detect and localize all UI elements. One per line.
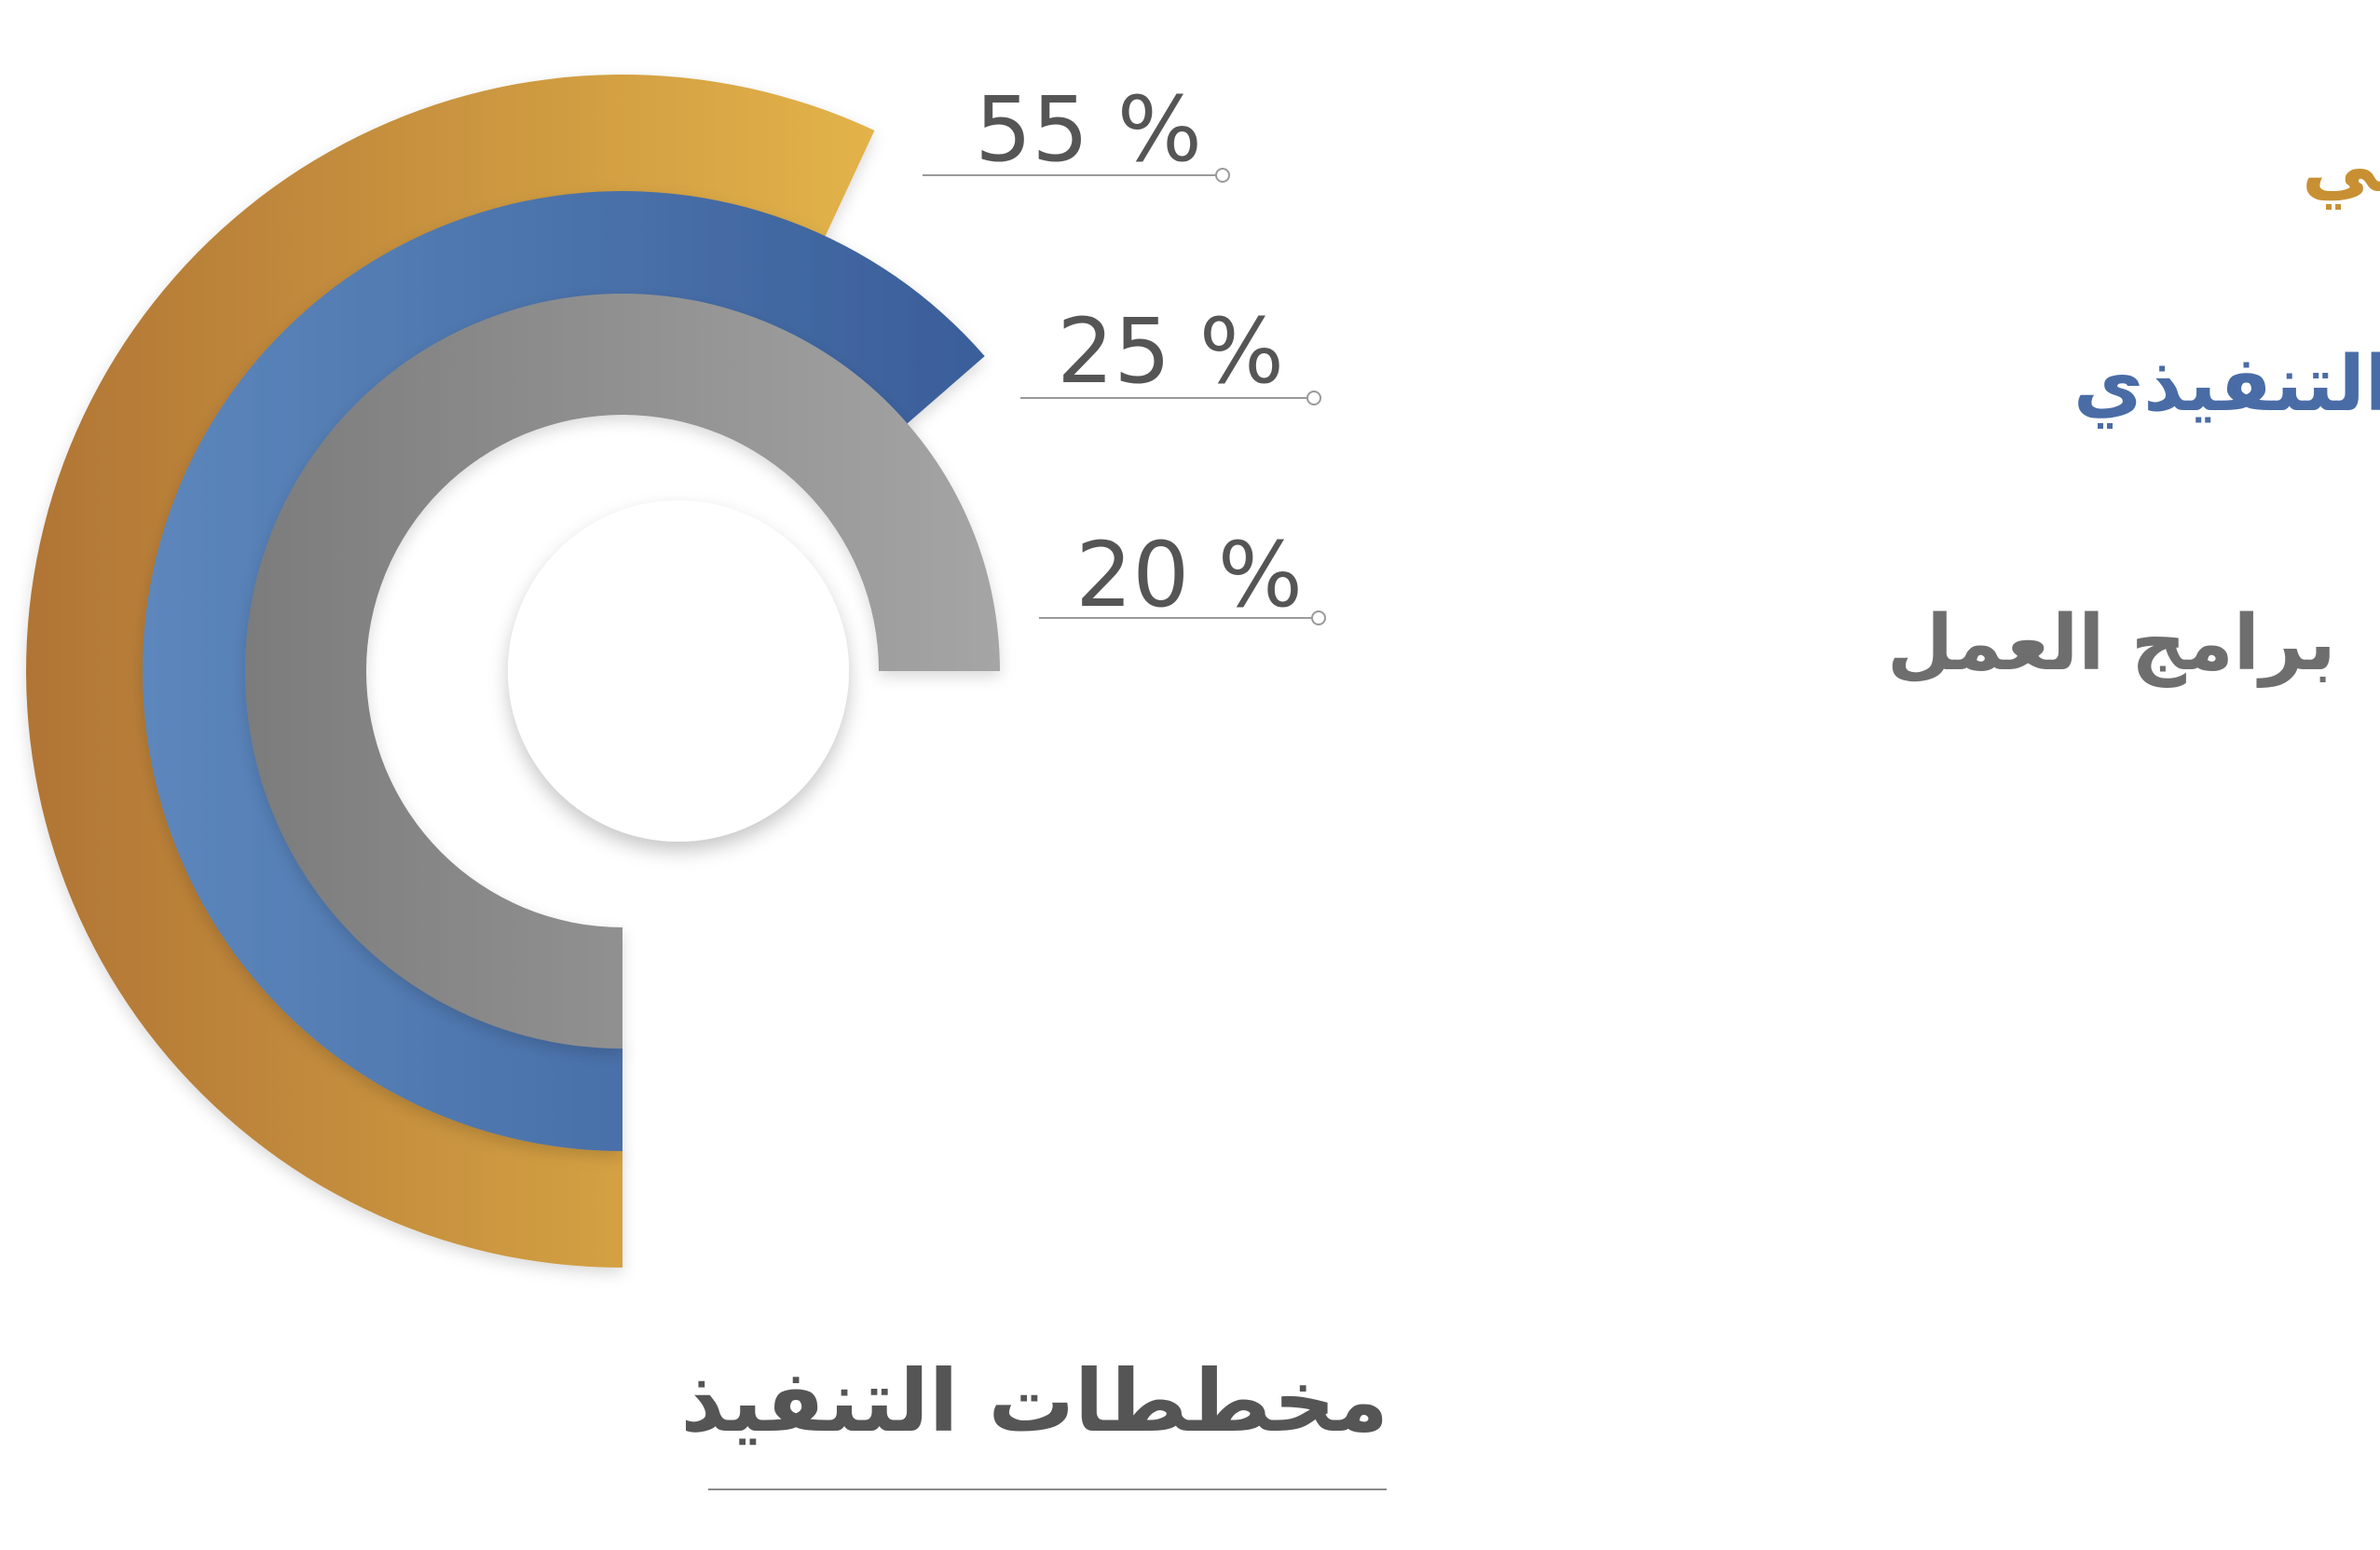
value-label-2: 25 % [1057,299,1284,404]
center-circle [508,501,849,842]
value-label-3: 20 % [1075,523,1303,627]
bar-2 [142,190,985,1151]
leader-dot-1 [1215,168,1230,183]
leader-dot-2 [1306,391,1321,405]
bar-3 [245,294,1000,1049]
leader-dot-3 [1311,610,1326,625]
series-name-2: المخطط التنفيذي [2073,340,2380,429]
value-label-1: 55 % [975,77,1202,182]
series-name-1: المخطط التنفيذي الترابي [2302,121,2380,210]
chart-title: مخططات التنفيذ [680,1351,1388,1451]
series-name-3: برامج العمل [1887,599,2336,688]
bar-1 [26,75,875,1269]
